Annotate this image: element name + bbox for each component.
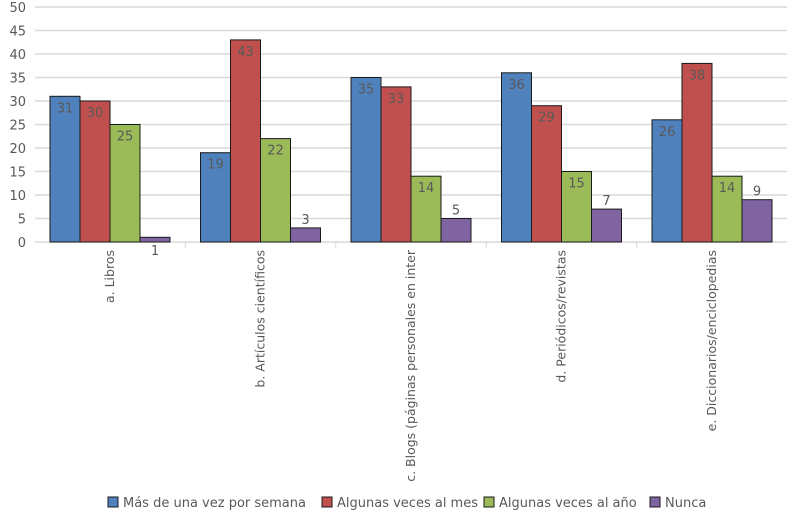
- x-tick-label: a. Libros: [102, 250, 117, 303]
- bar: [561, 171, 592, 243]
- data-label: 14: [719, 181, 736, 196]
- data-label: 35: [358, 83, 375, 98]
- y-tick-label: 5: [18, 213, 26, 228]
- data-label: 9: [753, 185, 761, 200]
- bar: [350, 77, 382, 243]
- y-tick-label: 15: [9, 166, 26, 181]
- legend-swatch: [483, 496, 495, 508]
- bar: [380, 86, 412, 243]
- bar: [410, 175, 442, 243]
- data-label: 36: [508, 78, 525, 93]
- data-label: 3: [301, 213, 309, 228]
- data-label: 43: [237, 45, 254, 60]
- bar: [200, 152, 231, 243]
- legend-swatch: [649, 496, 661, 508]
- x-tick-label: e. Diccionarios/enciclopedias: [704, 250, 719, 431]
- y-tick-label: 20: [9, 142, 26, 157]
- data-label: 19: [207, 158, 224, 173]
- y-tick-label: 0: [18, 236, 26, 251]
- data-label: 5: [452, 204, 460, 219]
- legend-swatch: [321, 496, 333, 508]
- y-tick-label: 10: [9, 189, 26, 204]
- data-label: 38: [689, 68, 706, 83]
- y-tick-label: 30: [9, 95, 26, 110]
- x-tick-label: b. Artículos científicos: [253, 250, 268, 388]
- data-label: 26: [659, 125, 676, 140]
- legend-label: Algunas veces al año: [499, 496, 637, 511]
- data-label: 15: [568, 177, 585, 192]
- bar: [531, 105, 562, 243]
- data-label: 25: [117, 130, 134, 145]
- bar: [711, 175, 743, 243]
- data-label: 30: [87, 106, 104, 121]
- bar: [79, 100, 111, 243]
- bar: [501, 72, 532, 243]
- legend-label: Algunas veces al mes: [337, 496, 478, 511]
- data-label: 29: [538, 111, 555, 126]
- y-tick-label: 25: [9, 119, 26, 134]
- data-label: 22: [267, 144, 284, 159]
- bar: [49, 95, 81, 243]
- data-label: 33: [388, 92, 405, 107]
- bar: [109, 124, 141, 243]
- legend-swatch: [107, 496, 119, 508]
- legend-label: Más de una vez por semana: [123, 496, 306, 511]
- bar: [440, 218, 472, 243]
- y-tick-label: 45: [9, 25, 26, 40]
- legend-label: Nunca: [665, 496, 706, 511]
- bar: [651, 119, 683, 243]
- x-tick-label: c. Blogs (páginas personales en inter: [403, 249, 418, 482]
- bar: [741, 199, 773, 243]
- data-label: 7: [602, 194, 610, 209]
- y-tick-label: 35: [9, 72, 26, 87]
- bar: [591, 208, 622, 243]
- bar: [681, 62, 713, 243]
- y-tick-label: 50: [9, 1, 26, 16]
- bar: [260, 138, 291, 243]
- data-label: 1: [151, 244, 159, 259]
- bar: [290, 227, 321, 243]
- y-tick-label: 40: [9, 48, 26, 63]
- bar: [139, 236, 171, 243]
- bar: [230, 39, 261, 243]
- data-label: 14: [418, 181, 435, 196]
- x-tick-label: d. Periódicos/revistas: [554, 250, 569, 383]
- data-label: 31: [57, 101, 74, 116]
